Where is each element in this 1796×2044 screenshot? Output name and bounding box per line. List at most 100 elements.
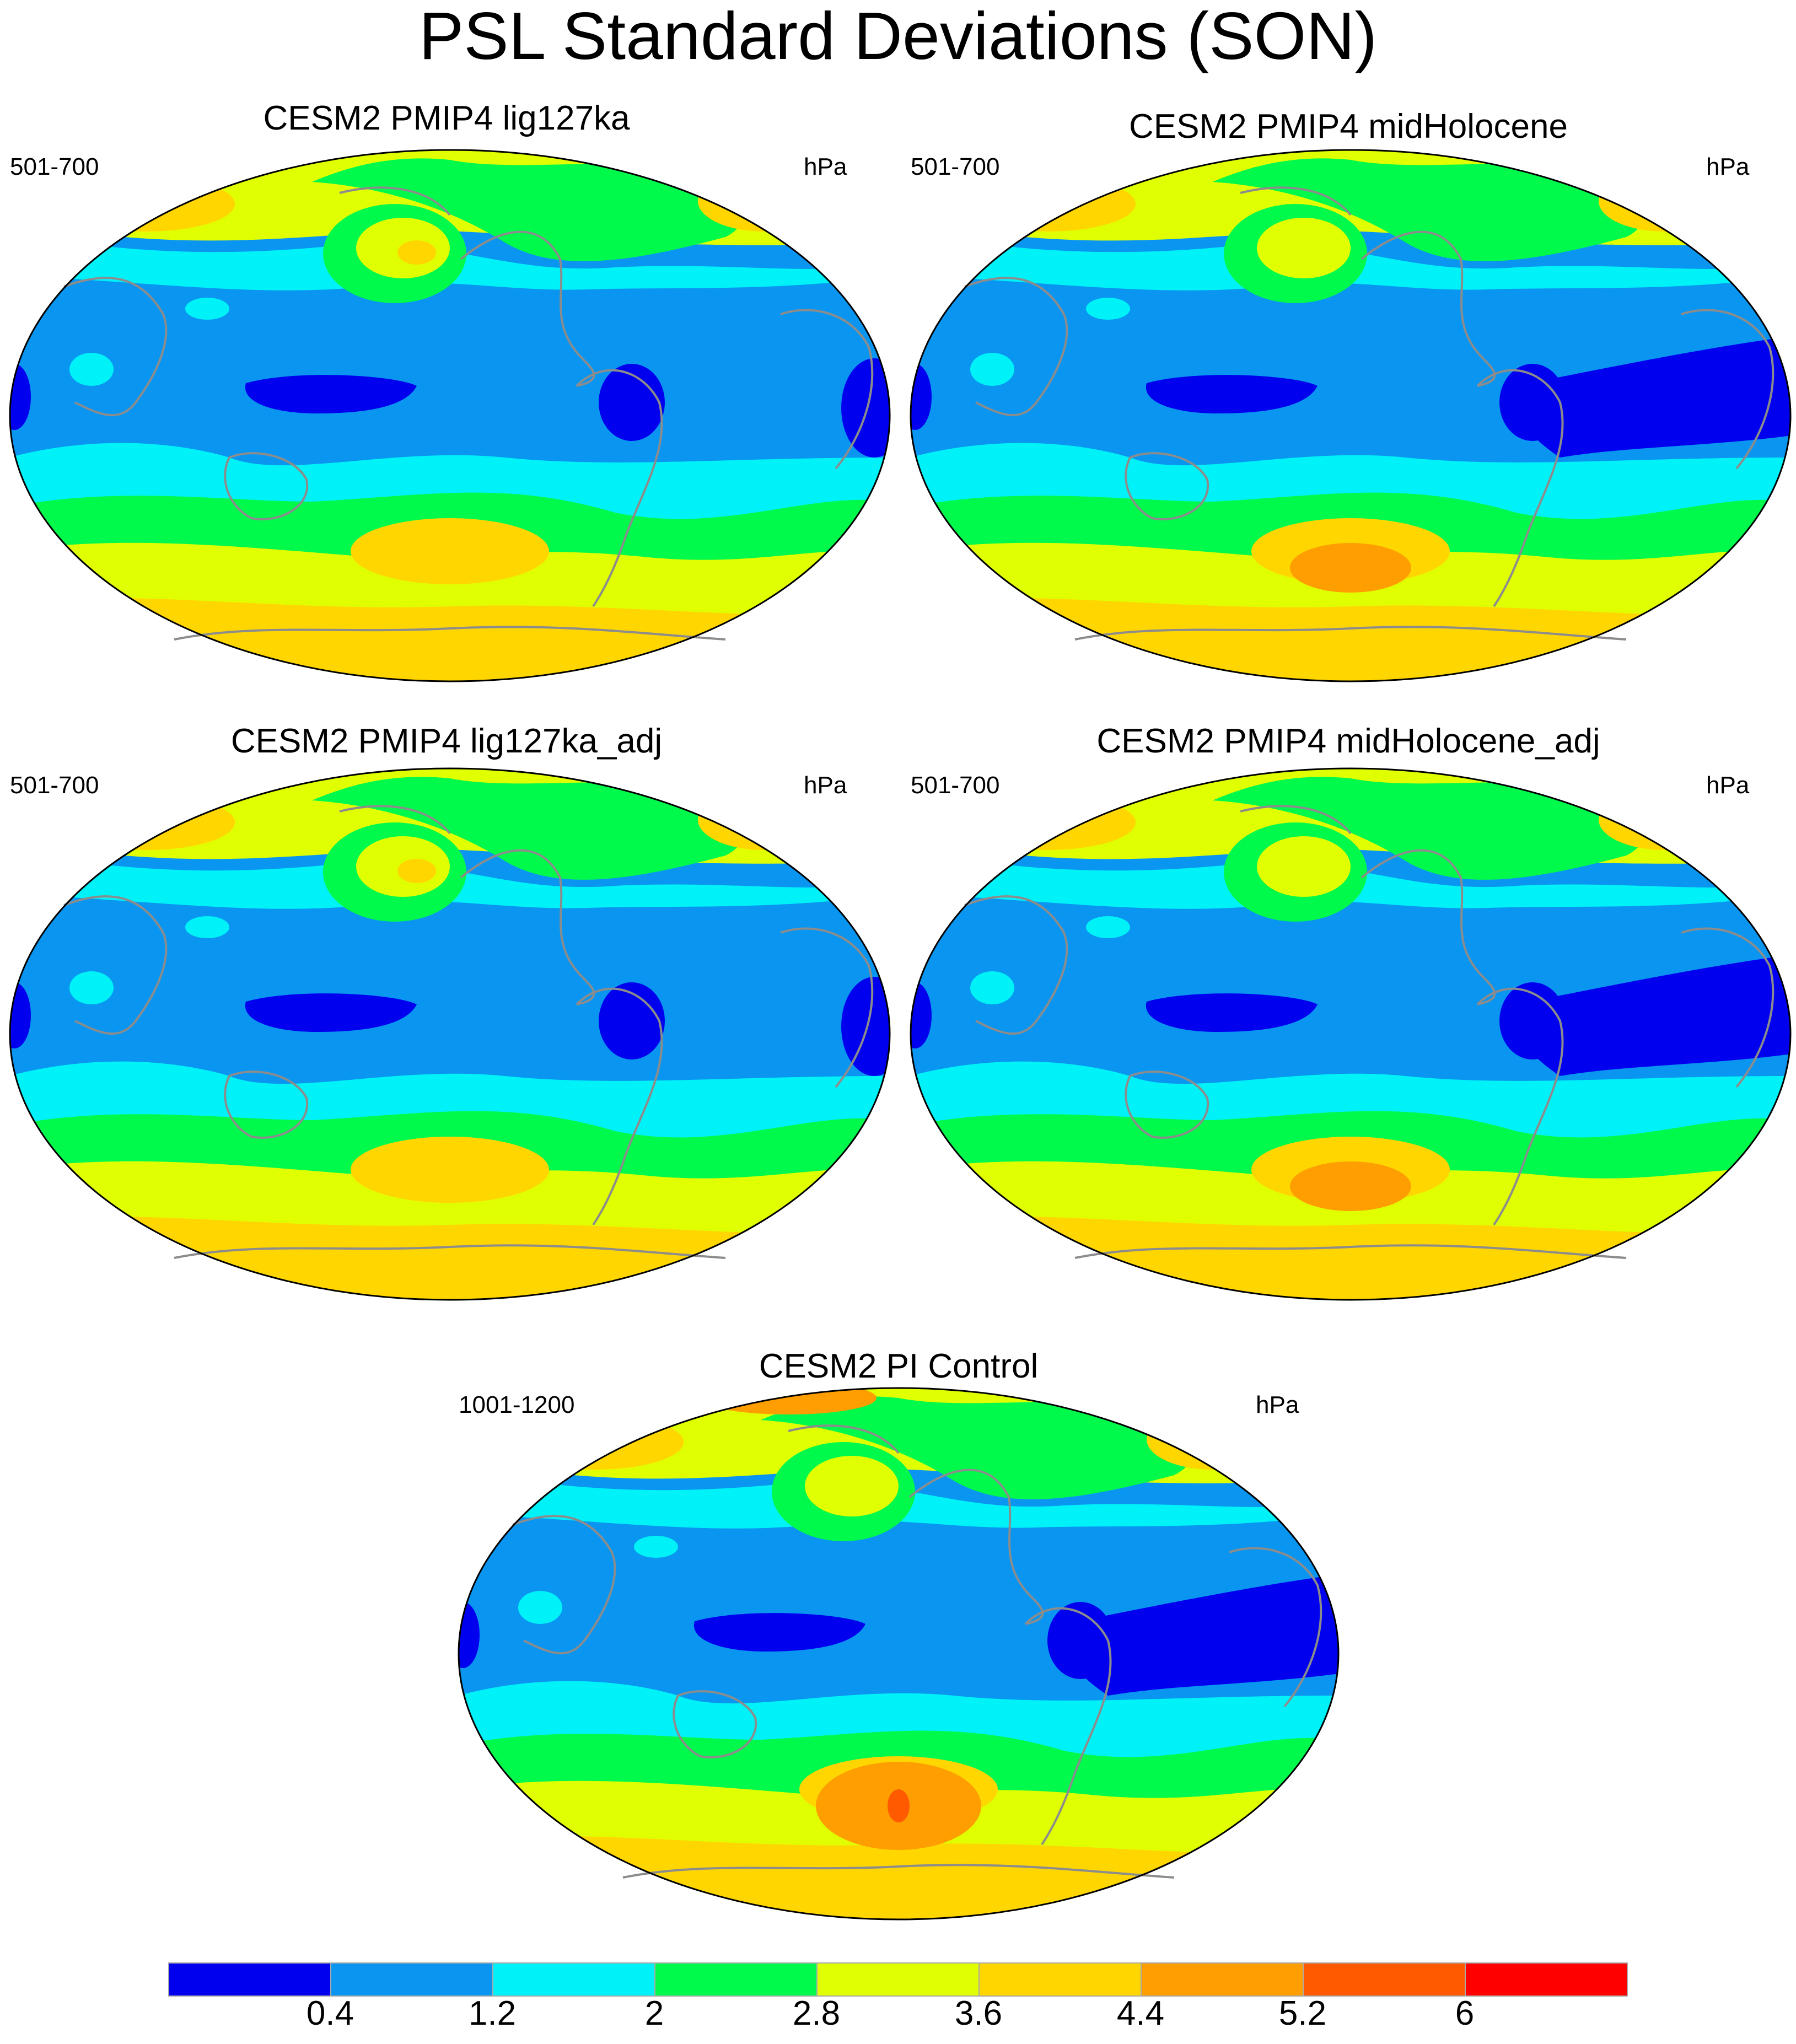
panel-1-years: 501-700 [10, 153, 99, 180]
cyan-patch-1 [1086, 298, 1130, 320]
africa-coast [1681, 309, 1775, 470]
asia-coast [63, 895, 168, 1035]
antarctica-coast [1074, 1244, 1627, 1259]
panel-5-title: CESM2 PI Control [759, 1347, 1039, 1385]
contour-fill [459, 1388, 1338, 1919]
cyan-patch-1 [185, 916, 229, 938]
colorbar-box-2 [330, 1962, 493, 1997]
figure-title: PSL Standard Deviations (SON) [418, 0, 1378, 73]
antarctica-coast [174, 1244, 726, 1259]
colorbar-box-9 [1465, 1962, 1628, 1997]
colorbar-box-8 [1303, 1962, 1466, 1997]
atlantic-high [698, 789, 830, 850]
bering-coast [1240, 805, 1352, 835]
west-edge-minimum [459, 1602, 480, 1668]
amazon-minimum [599, 982, 665, 1059]
panel-3-units: hPa [804, 772, 847, 799]
bering-coast [1240, 186, 1352, 216]
panel-5-map [458, 1387, 1340, 1921]
panel-4-units: hPa [1706, 772, 1750, 799]
colorbar-label-8: 6 [1455, 1994, 1475, 2032]
panel-2-units: hPa [1706, 153, 1750, 180]
south-america-coast [1476, 369, 1564, 607]
antarctic-band [911, 598, 1790, 681]
panel-3-title: CESM2 PMIP4 lig127ka_adj [230, 722, 663, 760]
atlantic-high [1147, 1409, 1279, 1470]
asia-coast [964, 895, 1068, 1035]
panel-1-units: hPa [804, 153, 847, 180]
antarctica-coast [174, 626, 726, 641]
panel-4-years: 501-700 [911, 772, 1000, 799]
cyan-patch-2 [69, 971, 114, 1004]
atlantic-high [1599, 171, 1731, 232]
cyan-patch-1 [634, 1536, 678, 1558]
arctic-green [1213, 158, 1644, 261]
pacific-low-core [1257, 218, 1351, 278]
colorbar-box-1 [168, 1962, 331, 1997]
antarctica-coast [622, 1864, 1175, 1879]
cyan-patch-2 [69, 353, 114, 386]
pacific-low-core [1257, 836, 1351, 897]
arctic-green [312, 158, 744, 261]
warm-pool-minimum [245, 993, 417, 1032]
colorbar-box-5 [816, 1962, 980, 1997]
panel-4-title: CESM2 PMIP4 midHolocene_adj [1096, 722, 1600, 760]
coastlines [964, 186, 1775, 641]
australia-coast [224, 452, 309, 520]
south-america-coast [1024, 1607, 1112, 1846]
bering-coast [788, 1424, 900, 1454]
antarctic-band [911, 1216, 1790, 1300]
siberia-peak [513, 1445, 546, 1461]
map-outline [910, 767, 1792, 1301]
south-america-coast [576, 987, 663, 1226]
coastlines [964, 805, 1775, 1259]
map-outline [9, 149, 891, 682]
panel-2-title: CESM2 PMIP4 midHolocene [1129, 107, 1568, 146]
warm-pool-minimum [245, 375, 417, 413]
coastlines [512, 1424, 1322, 1879]
west-edge-minimum [10, 982, 31, 1048]
amazon-minimum [599, 364, 665, 441]
south-green-patch [1069, 1123, 1191, 1161]
australia-coast [1125, 1071, 1209, 1139]
north-america-coast [460, 230, 595, 387]
antarctica-coast [1074, 626, 1627, 641]
pacific-low-peak [397, 240, 436, 265]
south-max [888, 1789, 910, 1822]
atlantic-high [1599, 789, 1731, 850]
panel-4-map [910, 767, 1792, 1301]
asia-coast [964, 277, 1068, 417]
australia-coast [224, 1071, 309, 1139]
antarctic-band [10, 598, 890, 681]
south-peak [1290, 543, 1411, 593]
north-america-coast [460, 849, 595, 1005]
colorbar-box-3 [492, 1962, 655, 1997]
map-outline [9, 767, 891, 1301]
cyan-patch-1 [1086, 916, 1130, 938]
colorbar-label-3: 2 [644, 1994, 664, 2032]
cyan-patch-2 [518, 1591, 562, 1624]
atlantic-minimum [1063, 1574, 1338, 1696]
contour-fill [10, 150, 890, 681]
cyan-patch-2 [970, 353, 1014, 386]
panel-2-map [910, 149, 1792, 682]
colorbar-label-6: 4.4 [1116, 1994, 1165, 2032]
arctic-green [1213, 777, 1644, 880]
australia-coast [1125, 452, 1209, 520]
south-america-coast [1476, 987, 1564, 1226]
south-america-coast [576, 369, 663, 607]
colorbar-label-7: 5.2 [1278, 1994, 1327, 2032]
map-outline [458, 1387, 1340, 1921]
atlantic-minimum [1515, 955, 1790, 1076]
cyan-patch-2 [970, 971, 1014, 1004]
west-edge-minimum [911, 364, 932, 430]
south-green-patch [169, 1123, 290, 1161]
colorbar [168, 1962, 1628, 1997]
contour-fill [911, 768, 1790, 1300]
map-outline [910, 149, 1792, 682]
panel-1-title: CESM2 PMIP4 lig127ka [263, 99, 630, 137]
panel-3-years: 501-700 [10, 772, 99, 799]
panel-3-map [9, 767, 891, 1301]
panel-2-years: 501-700 [911, 153, 1000, 180]
asia-coast [512, 1515, 616, 1655]
